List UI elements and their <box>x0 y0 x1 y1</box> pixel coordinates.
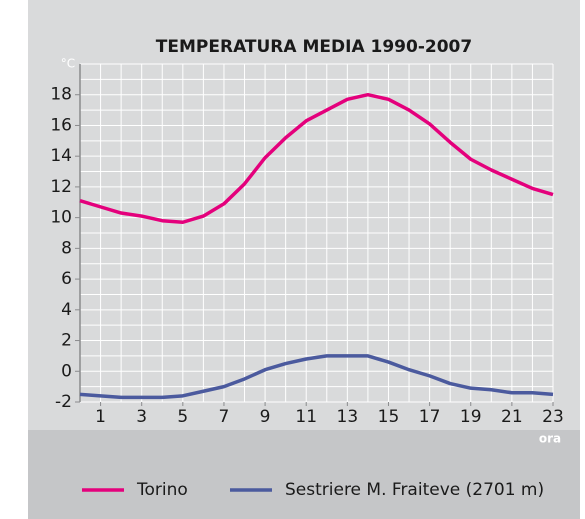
legend-label: Torino <box>136 480 188 500</box>
x-tick-label: 3 <box>136 407 147 427</box>
x-tick-label: 7 <box>219 407 230 427</box>
y-tick-label: 6 <box>61 269 72 289</box>
x-tick-label: 15 <box>378 407 400 427</box>
x-tick-label: 1 <box>95 407 106 427</box>
y-tick-label: 12 <box>50 177 72 197</box>
y-tick-label: 4 <box>61 300 72 320</box>
x-tick-label: 13 <box>337 407 359 427</box>
y-tick-label: 18 <box>50 85 72 105</box>
y-tick-label: 14 <box>50 146 72 166</box>
x-tick-label: 5 <box>177 407 188 427</box>
x-tick-label: 21 <box>501 407 523 427</box>
x-tick-label: 9 <box>260 407 271 427</box>
x-tick-label: 17 <box>419 407 441 427</box>
x-tick-label: 19 <box>460 407 482 427</box>
x-axis-label: ora <box>539 432 561 446</box>
y-axis-label: °C <box>61 57 75 71</box>
chart-title: TEMPERATURA MEDIA 1990-2007 <box>156 37 472 57</box>
legend-label: Sestriere M. Fraiteve (2701 m) <box>285 480 544 500</box>
data-line <box>79 354 554 400</box>
data-line <box>79 92 554 224</box>
y-tick-label: 2 <box>61 331 72 351</box>
y-tick-label: 8 <box>61 238 72 258</box>
y-tick-label: 16 <box>50 115 72 135</box>
x-tick-label: 11 <box>295 407 317 427</box>
y-tick-label: 0 <box>61 361 72 381</box>
x-tick-label: 23 <box>542 407 564 427</box>
y-tick-label: 10 <box>50 208 72 228</box>
legend-panel <box>28 430 580 519</box>
y-tick-label: -2 <box>55 392 72 412</box>
